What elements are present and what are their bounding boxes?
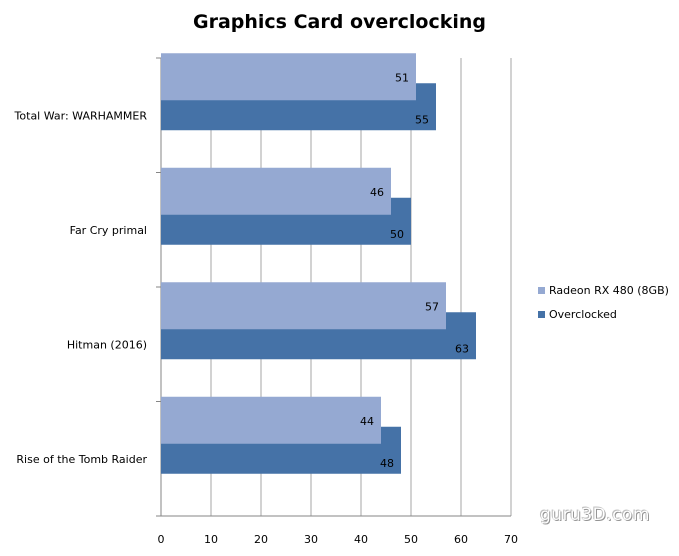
x-tick-label-50: 50	[404, 533, 418, 546]
bars	[161, 53, 476, 474]
x-tick-label-30: 30	[304, 533, 318, 546]
data-label-overclocked-1: 50	[390, 228, 404, 241]
legend-label-radeon: Radeon RX 480 (8GB)	[549, 283, 669, 297]
x-tick-label-0: 0	[158, 533, 165, 546]
labels: 0 10 20 30 40 50 60 70 Total War: WARHAMMER 51 55 F…	[14, 71, 518, 546]
x-tick-label-10: 10	[204, 533, 218, 546]
chart-title: Graphics Card overclocking	[192, 11, 487, 33]
category-label-0: Total War: WARHAMMER	[14, 109, 148, 122]
bar-radeon-0	[161, 53, 416, 101]
data-label-radeon-0: 51	[395, 71, 409, 84]
data-label-radeon-1: 46	[370, 186, 384, 199]
category-label-3: Rise of the Tomb Raider	[16, 453, 147, 466]
data-label-radeon-3: 44	[360, 415, 374, 428]
data-label-radeon-2: 57	[425, 300, 439, 313]
data-label-overclocked-2: 63	[455, 342, 469, 355]
x-tick-label-60: 60	[454, 533, 468, 546]
category-label-1: Far Cry primal	[70, 224, 147, 237]
category-label-2: Hitman (2016)	[67, 338, 147, 351]
x-tick-label-20: 20	[254, 533, 268, 546]
bar-radeon-2	[161, 282, 446, 330]
legend-label-overclocked: Overclocked	[549, 307, 617, 321]
x-tick-label-40: 40	[354, 533, 368, 546]
data-label-overclocked-3: 48	[380, 457, 394, 470]
bar-radeon-3	[161, 396, 381, 444]
x-tick-label-70: 70	[504, 533, 518, 546]
legend-item-overclocked: Overclocked	[538, 302, 669, 326]
legend-swatch-overclocked	[538, 310, 545, 318]
watermark: guru3D.com	[540, 505, 650, 525]
bar-radeon-1	[161, 167, 391, 215]
legend-item-radeon: Radeon RX 480 (8GB)	[538, 278, 669, 302]
data-label-overclocked-0: 55	[415, 113, 429, 126]
legend: Radeon RX 480 (8GB) Overclocked	[538, 278, 669, 326]
legend-swatch-radeon	[538, 286, 545, 294]
